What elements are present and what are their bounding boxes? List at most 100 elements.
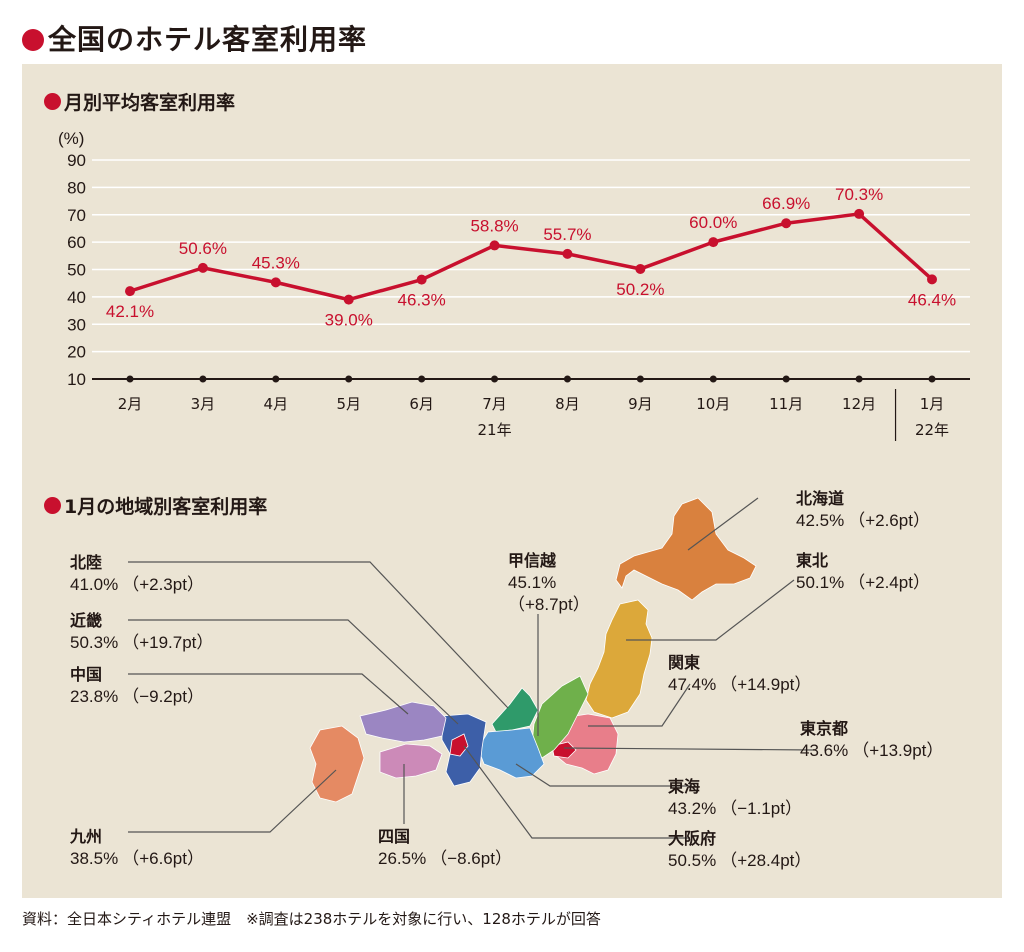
x-tick-label: 6月 [409,395,434,413]
data-label: 70.3% [835,185,883,204]
map-shikoku [379,743,443,779]
x-tick-dot [199,375,207,383]
region-label-tokyo: 東京都 43.6% （+13.9pt） [800,719,944,760]
page-title-text: 全国のホテル客室利用率 [48,23,368,56]
y-tick-label: 70 [67,206,86,225]
data-label: 66.9% [762,194,810,213]
x-tick-dot [709,375,717,383]
leader-kinki [128,619,459,725]
y-tick-label: 30 [67,315,86,334]
data-label: 50.6% [179,239,227,258]
y-tick-label: 40 [67,288,86,307]
leader-hokkaido [687,497,759,551]
map-hokuriku [491,687,539,733]
map-osaka [449,733,469,757]
data-point [927,274,937,285]
data-label: 58.8% [470,216,518,235]
x-tick-label: 9月 [628,395,653,413]
source-note: 資料：全日本シティホテル連盟 ※調査は238ホテルを対象に行い、128ホテルが回… [22,910,601,928]
x-tick-dot [563,375,571,383]
data-point [854,208,865,219]
data-label: 39.0% [325,311,373,330]
x-tick-dot [491,375,499,383]
leader-kyushu [128,769,337,833]
region-label-kanto: 関東 47.4% （+14.9pt） [668,653,812,694]
leader-hokuriku [128,561,509,709]
region-label-chugoku: 中国 23.8% （−9.2pt） [70,665,204,706]
bullet-dot-icon [44,93,61,110]
data-point [635,263,646,274]
y-tick-label: 10 [67,370,86,389]
region-label-koshinetsu: 甲信越 45.1% （+8.7pt） [508,551,590,614]
series-line [129,212,934,302]
map-tohoku [585,599,653,719]
y-tick-label: 50 [67,261,86,280]
data-point [708,237,719,248]
y-tick-label: 90 [67,151,86,170]
x-tick-dot [636,375,644,383]
data-point [125,286,135,297]
data-label: 42.1% [106,302,154,321]
region-label-hokkaido: 北海道 42.5% （+2.6pt） [796,489,930,530]
y-axis-unit: (%) [58,129,84,148]
leader-tokyo [563,747,815,751]
chart-data-labels: 42.1% 50.6% 45.3% 39.0% 46.3% 58.8% 55.7% 50.2%… [106,185,956,330]
chart-axes: (%) 10 20 30 40 50 60 70 80 90 2月 3月 4月 5月 6月 7月 8月 9月 10月… [58,129,970,441]
map-leader-lines [128,497,815,839]
y-tick-label: 20 [67,343,86,362]
region-label-tohoku: 東北 50.1% （+2.4pt） [796,551,930,592]
data-point [416,274,427,285]
bullet-dot-icon [44,497,61,514]
x-tick-dot [345,375,353,383]
regional-subtitle: 1月の地域別客室利用率 [44,492,267,519]
leader-tohoku [626,579,795,641]
leader-chugoku [128,673,409,715]
x-tick-dot [126,375,134,383]
chart-series [125,208,937,305]
x-tick-label: 8月 [555,395,580,413]
map-tokai [477,727,545,779]
x-tick-dot [272,375,280,383]
region-label-osaka: 大阪府 50.5% （+28.4pt） [668,829,812,870]
data-point [781,218,792,229]
page-title: 全国のホテル客室利用率 [22,18,367,58]
x-tick-label: 5月 [336,395,361,413]
leader-tokai [515,763,690,787]
region-label-kinki: 近畿 50.3% （+19.7pt） [70,611,214,652]
x-year-label: 22年 [915,421,949,439]
data-label: 46.4% [908,290,956,309]
region-label-tokai: 東海 43.2% （−1.1pt） [668,777,802,818]
region-label-hokuriku: 北陸 41.0% （+2.3pt） [70,553,204,594]
x-tick-dot [418,375,426,383]
x-year-label: 21年 [477,421,511,439]
japan-region-map [128,497,815,839]
x-tick-label: 12月 [842,395,876,413]
data-point [197,262,208,273]
data-point [270,277,281,288]
data-label: 60.0% [689,213,737,232]
data-label: 45.3% [252,253,300,272]
y-tick-label: 60 [67,233,86,252]
x-tick-label: 3月 [191,395,216,413]
x-tick-label: 2月 [118,395,143,413]
map-shapes [309,497,757,803]
y-tick-label: 80 [67,178,86,197]
region-label-shikoku: 四国 26.5% （−8.6pt） [378,827,512,868]
leader-kanto [588,683,691,727]
map-chugoku [359,701,447,743]
x-tick-dot [855,375,863,383]
x-tick-label: 1月 [920,395,945,413]
x-tick-label: 10月 [696,395,730,413]
data-point [562,248,573,259]
data-label: 55.7% [543,225,591,244]
x-tick-label: 4月 [264,395,289,413]
leader-osaka [463,745,690,839]
monthly-subtitle: 月別平均客室利用率 [44,88,235,115]
monthly-line-chart: (%) 10 20 30 40 50 60 70 80 90 2月 3月 4月 5月 6月 7月 8月 9月 10月… [58,129,970,441]
x-tick-dot [928,375,936,383]
bullet-dot-icon [22,29,44,51]
data-label: 46.3% [398,291,446,310]
x-tick-label: 7月 [482,395,507,413]
chart-grid [92,159,970,353]
data-point [343,294,354,305]
